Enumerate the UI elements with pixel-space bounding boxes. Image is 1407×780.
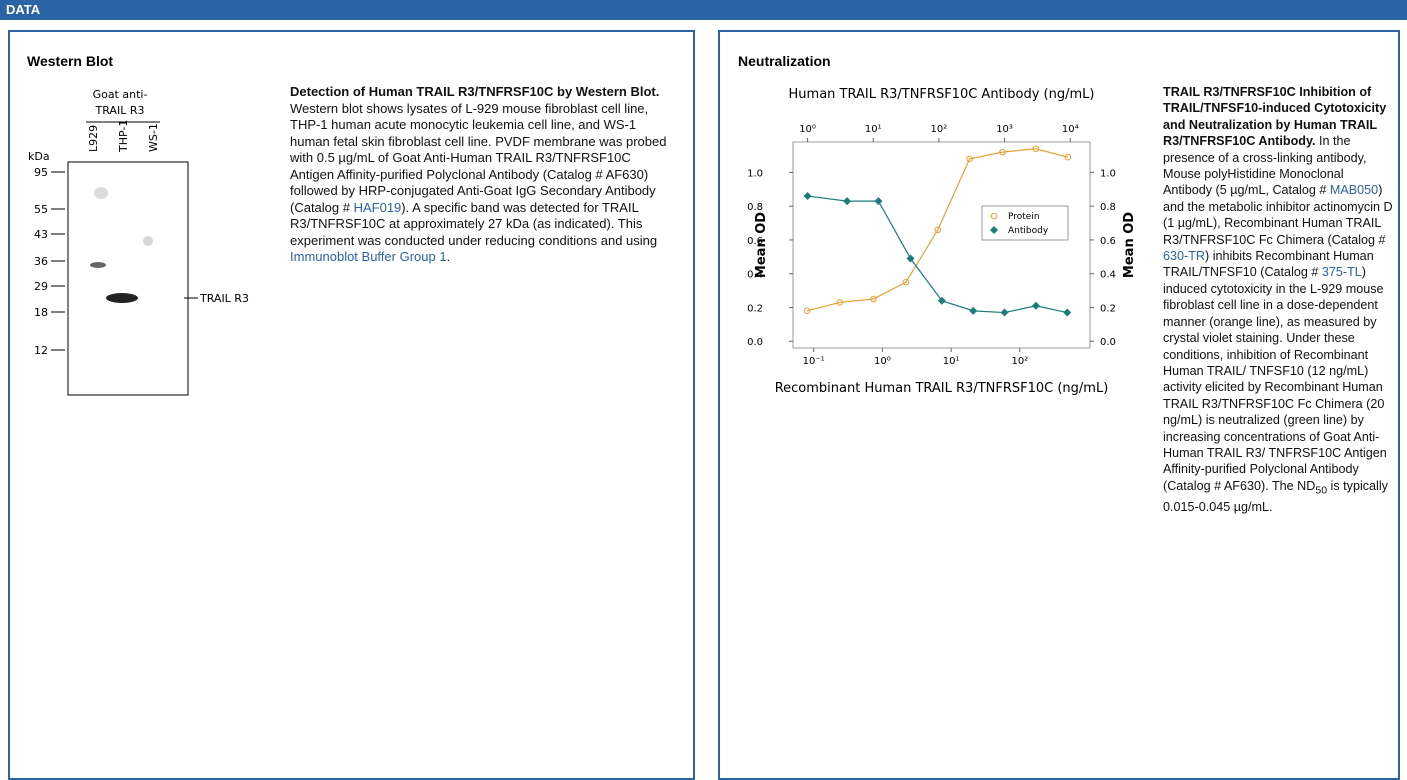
lane-label: L929 — [87, 125, 100, 152]
subscript: 50 — [1315, 484, 1327, 496]
link[interactable]: Immunoblot Buffer Group 1 — [290, 249, 447, 264]
marker-label: 55 — [34, 203, 48, 216]
text: . — [447, 249, 451, 264]
marker-label: 95 — [34, 166, 48, 179]
marker-label: 12 — [34, 344, 48, 357]
link[interactable]: 375-TL — [1322, 265, 1362, 279]
lane-label: WS-1 — [147, 123, 160, 152]
unit: kDa — [28, 150, 50, 163]
western-blot: Goat anti- TRAIL R3 L929 THP-1 WS-1 kDa … — [0, 0, 300, 420]
link[interactable]: MAB050 — [1330, 183, 1378, 197]
lane-label: THP-1 — [117, 120, 130, 153]
caption: TRAIL R3/TNFRSF10C Inhibition of TRAIL/T… — [1163, 84, 1395, 515]
caption: Detection of Human TRAIL R3/TNFRSF10C by… — [290, 84, 675, 266]
band — [90, 262, 106, 268]
caption-heading: Detection of Human TRAIL R3/TNFRSF10C by… — [290, 84, 659, 99]
link[interactable]: 630-TR — [1163, 249, 1205, 263]
antibody-label: Goat anti- — [93, 88, 148, 101]
panel-title: Neutralization — [738, 53, 831, 69]
caption-heading: TRAIL R3/TNFRSF10C Inhibition of TRAIL/T… — [1163, 85, 1386, 148]
membrane — [68, 162, 188, 395]
link[interactable]: HAF019 — [354, 200, 402, 215]
text: ) induced cytotoxicity in the L-929 mous… — [1163, 265, 1387, 492]
page: DATA Western Blot Neutralization Detecti… — [0, 0, 1407, 769]
band — [106, 293, 138, 303]
text: Western blot shows lysates of L-929 mous… — [290, 101, 666, 215]
band — [143, 236, 153, 246]
marker-label: 18 — [34, 306, 48, 319]
antibody-label: TRAIL R3 — [95, 104, 145, 117]
marker-label: 36 — [34, 255, 48, 268]
marker-label: 43 — [34, 228, 48, 241]
band — [94, 187, 108, 199]
marker-label: 29 — [34, 280, 48, 293]
band-label: TRAIL R3 — [199, 292, 249, 305]
